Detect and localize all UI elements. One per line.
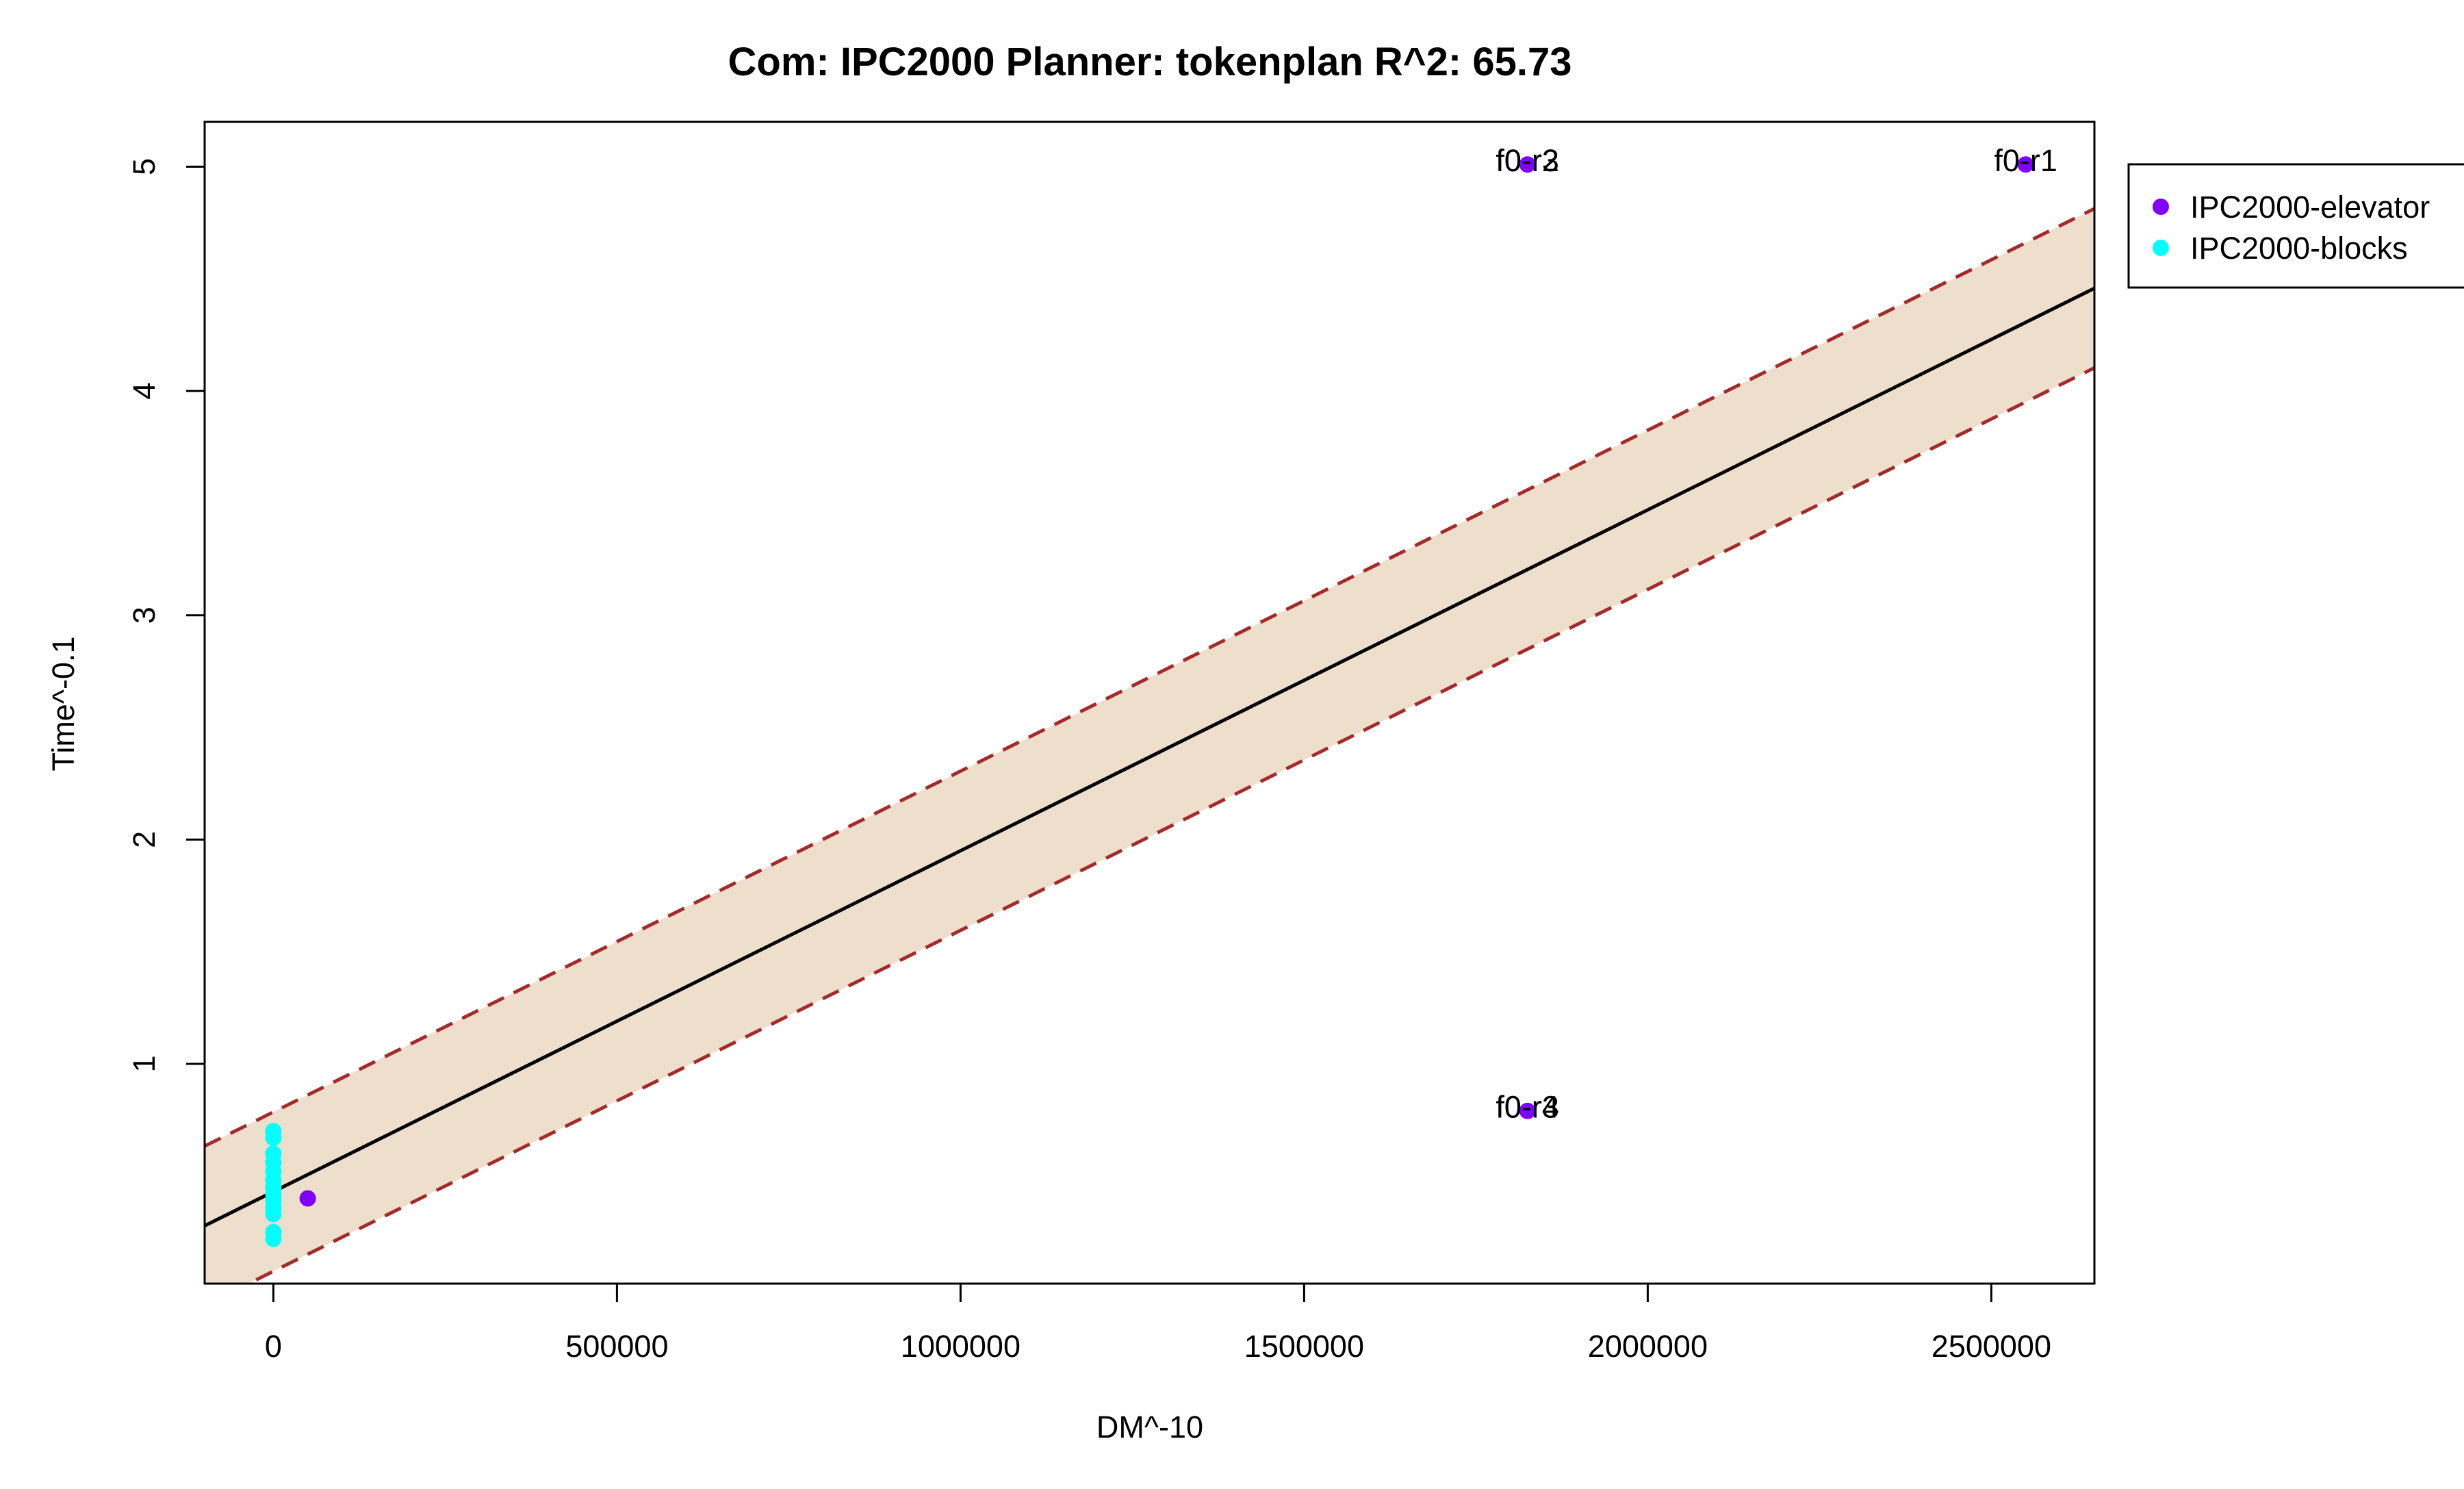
x-tick-label: 500000 bbox=[565, 1329, 668, 1364]
lower-bound-line bbox=[244, 366, 2094, 1284]
plot-content bbox=[205, 156, 2094, 1284]
y-tick-label: 3 bbox=[127, 607, 162, 624]
point-label: f0-r3 bbox=[1496, 1090, 1559, 1125]
y-tick-label: 4 bbox=[127, 383, 162, 400]
regression-line bbox=[205, 286, 2094, 1227]
legend-marker-blocks bbox=[2153, 240, 2169, 256]
y-tick-label: 2 bbox=[127, 831, 162, 848]
point-label: f0-r4 bbox=[1496, 1090, 1559, 1125]
data-point-blocks bbox=[265, 1206, 282, 1223]
x-axis-label: DM^-10 bbox=[1096, 1410, 1203, 1445]
y-axis-label: Time^-0.1 bbox=[46, 637, 81, 772]
x-tick-label: 1000000 bbox=[901, 1329, 1021, 1364]
confidence-band bbox=[205, 208, 2094, 1284]
data-point-elevator bbox=[299, 1190, 316, 1207]
y-tick-label: 1 bbox=[127, 1055, 162, 1072]
upper-bound-line bbox=[205, 207, 2094, 1148]
legend: IPC2000-elevator IPC2000-blocks bbox=[2127, 163, 2464, 289]
data-point-elevator bbox=[1519, 1102, 1536, 1119]
legend-label-blocks: IPC2000-blocks bbox=[2190, 231, 2408, 266]
point-label: f0-r3 bbox=[1496, 143, 1559, 178]
legend-box bbox=[2127, 163, 2464, 289]
point-label: f0-r2 bbox=[1496, 143, 1559, 178]
y-axis: 1 2 3 4 5 bbox=[127, 158, 206, 1072]
point-label: f0-r1 bbox=[1994, 143, 2057, 178]
x-tick-label: 2500000 bbox=[1932, 1329, 2051, 1364]
legend-label-elevator: IPC2000-elevator bbox=[2190, 190, 2430, 225]
data-point-elevator bbox=[2017, 156, 2034, 173]
chart-title: Com: IPC2000 Planner: tokenplan R^2: 65.… bbox=[728, 40, 1572, 84]
x-tick-label: 0 bbox=[265, 1329, 282, 1364]
data-point-elevator bbox=[1519, 156, 1536, 173]
x-tick-label: 1500000 bbox=[1244, 1329, 1364, 1364]
x-tick-label: 2000000 bbox=[1588, 1329, 1708, 1364]
legend-marker-elevator bbox=[2153, 199, 2169, 215]
data-point-blocks bbox=[265, 1130, 282, 1147]
data-point-blocks bbox=[265, 1230, 282, 1247]
y-tick-label: 5 bbox=[127, 158, 162, 175]
x-axis: 0 500000 1000000 1500000 2000000 2500000 bbox=[265, 1282, 2051, 1364]
